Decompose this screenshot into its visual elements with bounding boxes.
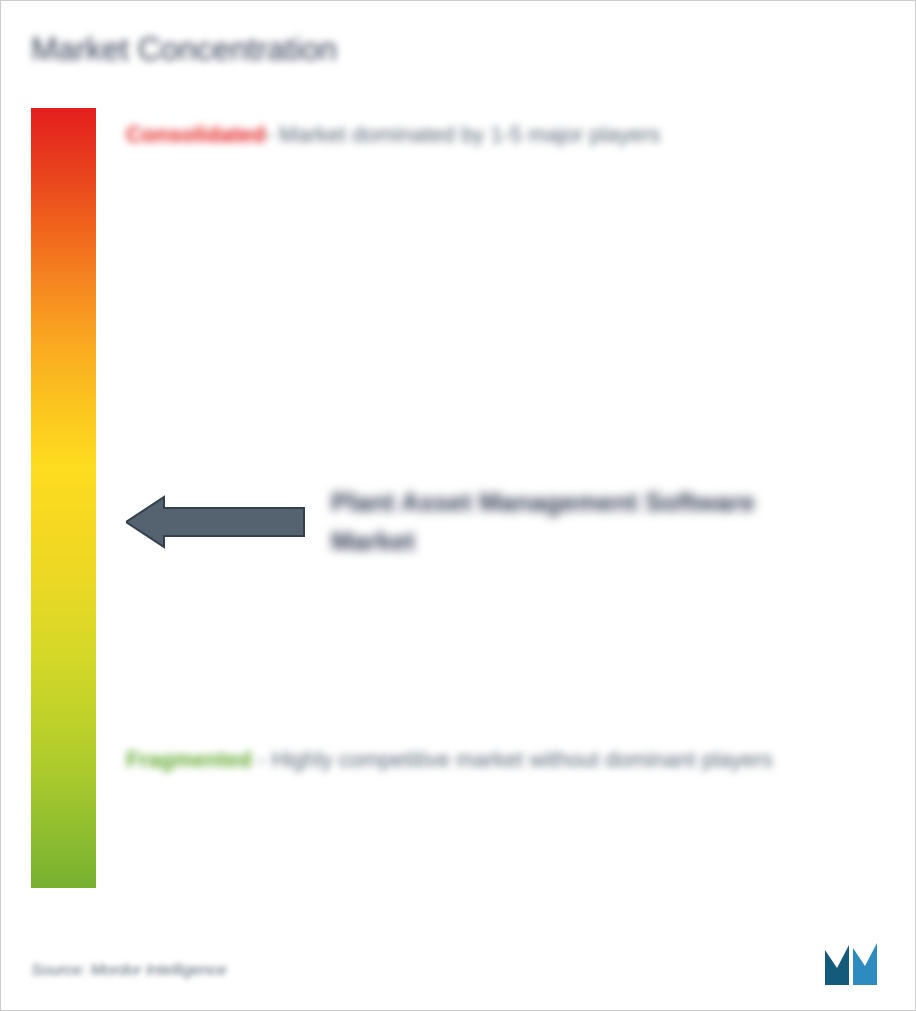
arrow-container xyxy=(126,494,306,550)
fragmented-highlight: Fragmented xyxy=(126,747,252,772)
infographic-container: Market Concentration Consolidated- Marke… xyxy=(0,0,916,1011)
logo-icon xyxy=(825,940,885,985)
text-content-area: Consolidated- Market dominated by 1-5 ma… xyxy=(126,108,885,908)
consolidated-highlight: Consolidated xyxy=(126,122,265,147)
content-area: Consolidated- Market dominated by 1-5 ma… xyxy=(31,108,885,908)
source-attribution: Source: Mordor Intelligence xyxy=(31,962,227,980)
page-title: Market Concentration xyxy=(31,31,885,68)
fragmented-label: Fragmented - Highly competitive market w… xyxy=(126,738,855,782)
fragmented-desc: - Highly competitive market without domi… xyxy=(252,747,773,772)
mordor-logo xyxy=(825,940,885,985)
concentration-gradient-bar xyxy=(31,108,96,888)
consolidated-desc: - Market dominated by 1-5 major players xyxy=(265,122,660,147)
market-name-label: Plant Asset Management Software Market xyxy=(331,483,791,561)
left-arrow-icon xyxy=(126,494,306,550)
market-position-indicator: Plant Asset Management Software Market xyxy=(126,483,791,561)
consolidated-label: Consolidated- Market dominated by 1-5 ma… xyxy=(126,113,855,157)
